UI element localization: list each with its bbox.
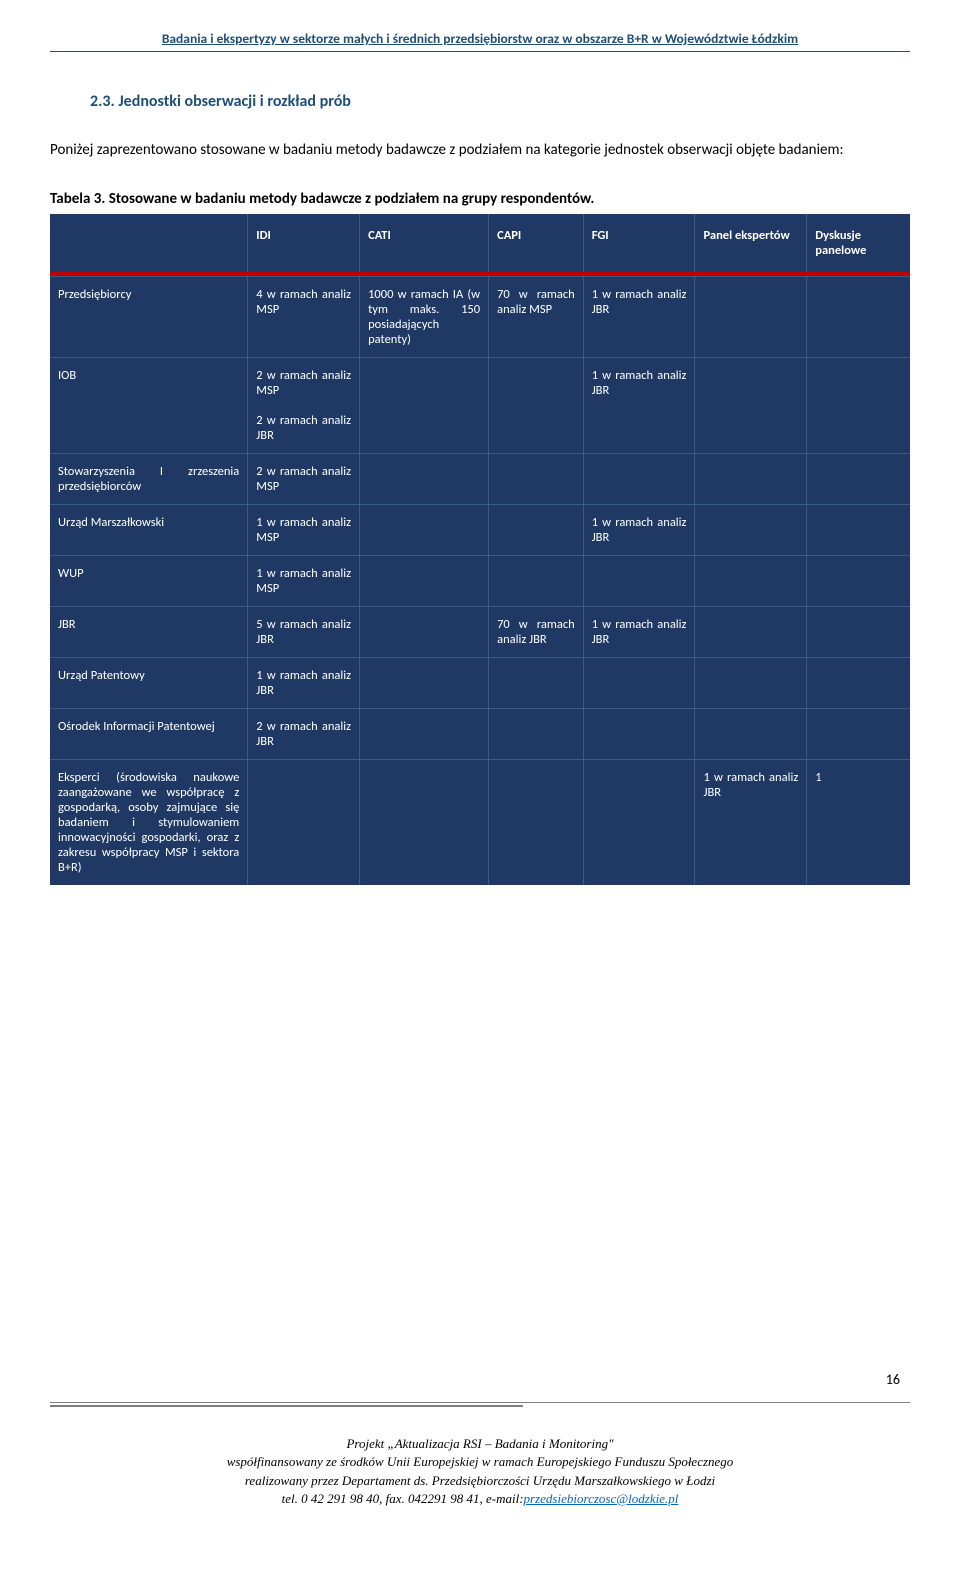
footer-line3: realizowany przez Departament ds. Przeds…: [0, 1472, 960, 1490]
table-cell: [695, 504, 807, 555]
table-cell: 1: [807, 759, 910, 885]
table-cell: 1000 w ramach IA (w tym maks. 150 posiad…: [360, 276, 489, 357]
table-cell: 2 w ramach analiz JBR: [248, 708, 360, 759]
table-cell: [695, 555, 807, 606]
table-row: WUP1 w ramach analiz MSP: [50, 555, 910, 606]
table-cell: 2 w ramach analiz MSP 2 w ramach analiz …: [248, 357, 360, 453]
table-cell: [695, 606, 807, 657]
intro-paragraph: Poniżej zaprezentowano stosowane w badan…: [50, 139, 910, 162]
table-cell: Ośrodek Informacji Patentowej: [50, 708, 248, 759]
table-cell: 1 w ramach analiz JBR: [583, 606, 695, 657]
table-header-row: IDI CATI CAPI FGI Panel ekspertów Dyskus…: [50, 214, 910, 272]
table-cell: [807, 708, 910, 759]
table-cell: 1 w ramach analiz JBR: [583, 357, 695, 453]
table-cell: [583, 759, 695, 885]
footer-divider: [50, 1402, 910, 1408]
table-cell: 1 w ramach analiz MSP: [248, 555, 360, 606]
col-header-dysk: Dyskusje panelowe: [807, 214, 910, 272]
table-cell: 1 w ramach analiz JBR: [583, 504, 695, 555]
section-heading: 2.3. Jednostki obserwacji i rozkład prób: [90, 92, 910, 111]
table-cell: 4 w ramach analiz MSP: [248, 276, 360, 357]
table-cell: [489, 504, 584, 555]
page-number: 16: [886, 1371, 900, 1388]
table-caption: Tabela 3. Stosowane w badaniu metody bad…: [50, 190, 910, 208]
table-cell: [360, 657, 489, 708]
col-header-idi: IDI: [248, 214, 360, 272]
table-row: IOB2 w ramach analiz MSP 2 w ramach anal…: [50, 357, 910, 453]
col-header-panel: Panel ekspertów: [695, 214, 807, 272]
table-cell: [489, 555, 584, 606]
col-header-cati: CATI: [360, 214, 489, 272]
table-cell: [360, 708, 489, 759]
col-header-fgi: FGI: [583, 214, 695, 272]
table-cell: [583, 657, 695, 708]
running-header: Badania i ekspertyzy w sektorze małych i…: [50, 30, 910, 52]
table-cell: [583, 555, 695, 606]
footer: Projekt „Aktualizacja RSI – Badania i Mo…: [0, 1435, 960, 1508]
table-cell: [248, 759, 360, 885]
table-cell: 70 w ramach analiz JBR: [489, 606, 584, 657]
table-cell: [695, 357, 807, 453]
table-cell: 1 w ramach analiz JBR: [695, 759, 807, 885]
table-row: Urząd Marszałkowski1 w ramach analiz MSP…: [50, 504, 910, 555]
table-cell: [807, 555, 910, 606]
table-cell: [489, 759, 584, 885]
table-row: Stowarzyszenia I zrzeszenia przedsiębior…: [50, 453, 910, 504]
table-cell: [807, 276, 910, 357]
footer-line2: współfinansowany ze środków Unii Europej…: [0, 1453, 960, 1471]
col-header-blank: [50, 214, 248, 272]
table-cell: [695, 276, 807, 357]
table-cell: 5 w ramach analiz JBR: [248, 606, 360, 657]
table-cell: Eksperci (środowiska naukowe zaangażowan…: [50, 759, 248, 885]
table-row: Urząd Patentowy1 w ramach analiz JBR: [50, 657, 910, 708]
table-cell: 1 w ramach analiz MSP: [248, 504, 360, 555]
table-cell: [489, 708, 584, 759]
table-cell: IOB: [50, 357, 248, 453]
table-cell: [695, 708, 807, 759]
table-cell: [807, 453, 910, 504]
table-row: Przedsiębiorcy4 w ramach analiz MSP1000 …: [50, 276, 910, 357]
table-cell: Urząd Patentowy: [50, 657, 248, 708]
table-cell: [360, 357, 489, 453]
table-cell: [807, 504, 910, 555]
table-cell: [695, 657, 807, 708]
table-cell: [489, 453, 584, 504]
footer-line1: Projekt „Aktualizacja RSI – Badania i Mo…: [0, 1435, 960, 1453]
table-cell: [695, 453, 807, 504]
footer-email-link[interactable]: przedsiebiorczosc@lodzkie.pl: [524, 1491, 679, 1506]
table-cell: [807, 657, 910, 708]
table-cell: 2 w ramach analiz MSP: [248, 453, 360, 504]
table-cell: WUP: [50, 555, 248, 606]
table-row: Ośrodek Informacji Patentowej2 w ramach …: [50, 708, 910, 759]
footer-line4: tel. 0 42 291 98 40, fax. 042291 98 41, …: [0, 1490, 960, 1508]
table-cell: JBR: [50, 606, 248, 657]
table-cell: Przedsiębiorcy: [50, 276, 248, 357]
table-cell: [360, 504, 489, 555]
table-cell: Stowarzyszenia I zrzeszenia przedsiębior…: [50, 453, 248, 504]
table-cell: [489, 357, 584, 453]
table-cell: [583, 453, 695, 504]
table-row: JBR5 w ramach analiz JBR 70 w ramach anal…: [50, 606, 910, 657]
methods-table: IDI CATI CAPI FGI Panel ekspertów Dyskus…: [50, 214, 910, 885]
table-cell: [360, 555, 489, 606]
table-cell: [583, 708, 695, 759]
table-cell: [360, 606, 489, 657]
table-cell: [807, 606, 910, 657]
table-cell: 1 w ramach analiz JBR: [248, 657, 360, 708]
table-cell: [360, 759, 489, 885]
table-cell: Urząd Marszałkowski: [50, 504, 248, 555]
table-row: Eksperci (środowiska naukowe zaangażowan…: [50, 759, 910, 885]
table-cell: [489, 657, 584, 708]
col-header-capi: CAPI: [489, 214, 584, 272]
table-cell: [807, 357, 910, 453]
table-cell: 70 w ramach analiz MSP: [489, 276, 584, 357]
table-cell: [360, 453, 489, 504]
table-cell: 1 w ramach analiz JBR: [583, 276, 695, 357]
